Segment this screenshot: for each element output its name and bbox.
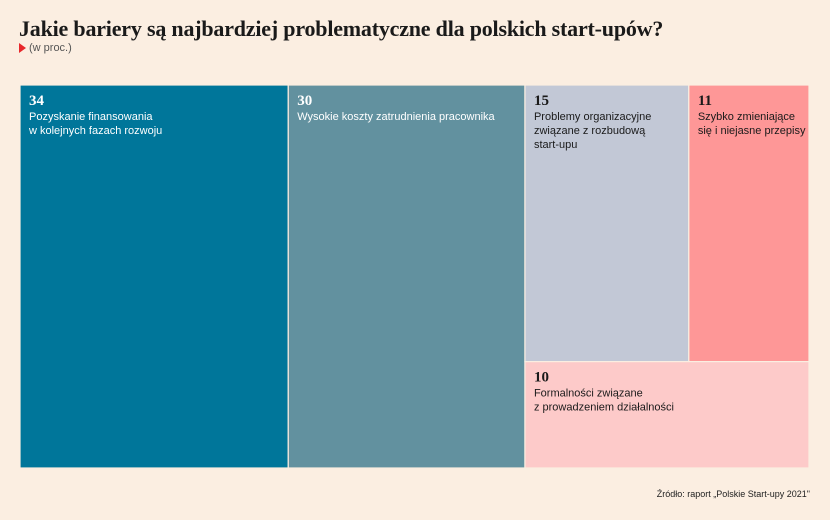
- source-note: Źródło: raport „Polskie Start-upy 2021": [656, 489, 810, 499]
- cell-value-label: 30: [297, 93, 312, 109]
- treemap-cell-rect: [287, 84, 526, 469]
- treemap-cell: 15 Problemy organizacyjne związane z rozbu…: [524, 84, 690, 363]
- treemap-cell: 34 Pozyskanie finansowania w kolejnych faz…: [19, 84, 289, 469]
- cell-value-label: 34: [29, 93, 45, 109]
- cell-category-label: w kolejnych fazach rozwoju: [28, 125, 162, 137]
- cell-category-label: Wysokie koszty zatrudnienia pracownika: [297, 111, 495, 123]
- cell-category-label: Problemy organizacyjne: [534, 111, 651, 123]
- treemap-cell-rect: [524, 361, 810, 469]
- cell-category-label: się i niejasne przepisy: [698, 125, 806, 137]
- cell-category-label: z prowadzeniem działalności: [534, 402, 674, 414]
- treemap-cell: 11 Szybko zmieniające się i niejasne przep…: [688, 84, 810, 363]
- treemap-cell-rect: [524, 84, 690, 363]
- unit-label: (w proc.): [29, 42, 72, 54]
- treemap-cell: 10 Formalności związane z prowadzeniem dzi…: [524, 361, 810, 469]
- cell-category-label: Formalności związane: [534, 388, 643, 400]
- cell-category-label: Pozyskanie finansowania: [29, 111, 153, 123]
- chart-subtitle: (w proc.): [19, 42, 72, 54]
- cell-category-label: związane z rozbudową: [534, 125, 646, 137]
- cell-category-label: Szybko zmieniające: [698, 111, 795, 123]
- chart-title: Jakie bariery są najbardziej problematyc…: [19, 16, 664, 41]
- treemap-cell: 30 Wysokie koszty zatrudnienia pracownika: [287, 84, 526, 469]
- cell-value-label: 11: [698, 93, 712, 109]
- triangle-marker-icon: [19, 43, 26, 53]
- cell-value-label: 15: [534, 93, 549, 109]
- cell-category-label: start-upu: [534, 139, 577, 151]
- cell-value-label: 10: [534, 370, 549, 386]
- treemap-cell-rect: [19, 84, 289, 469]
